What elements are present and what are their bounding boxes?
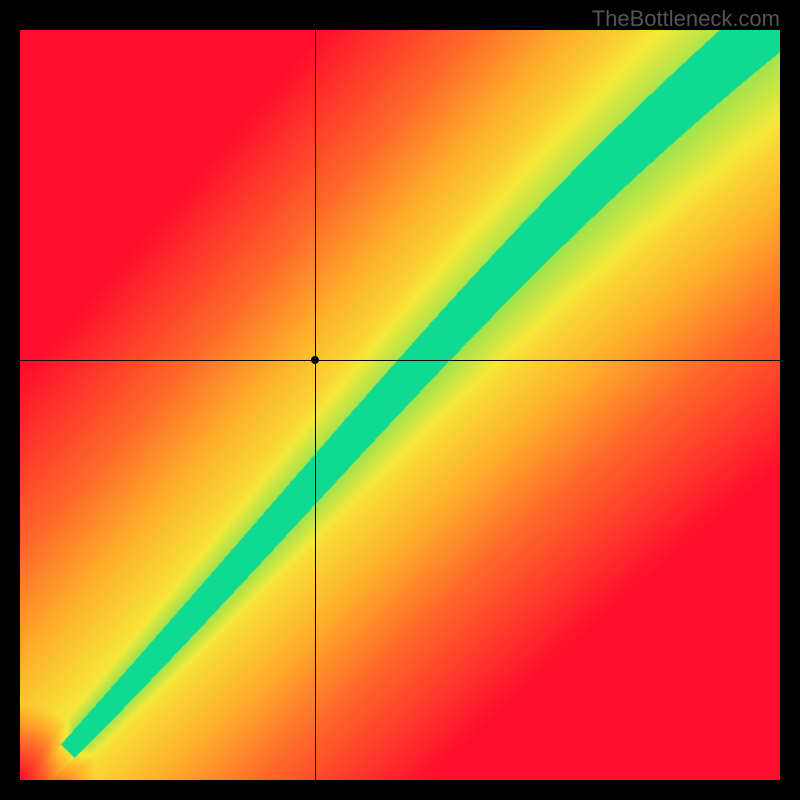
marker-dot [311,356,319,364]
crosshair-vertical [315,30,316,780]
crosshair-horizontal [20,360,780,361]
heatmap-canvas [20,30,780,780]
watermark-text: TheBottleneck.com [592,6,780,32]
plot-area [20,30,780,780]
chart-container: TheBottleneck.com [0,0,800,800]
